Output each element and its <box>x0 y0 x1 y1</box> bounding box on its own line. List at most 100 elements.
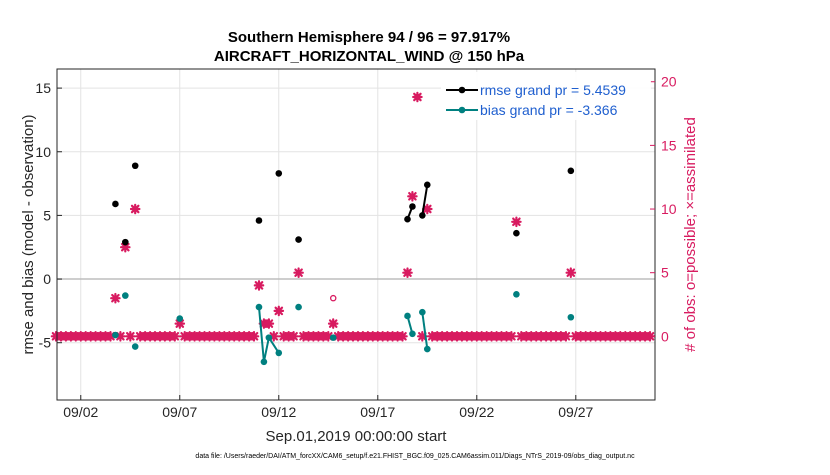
chart-title-line1: Southern Hemisphere 94 / 96 = 97.917% <box>228 29 510 46</box>
obs-assimilated-glyph-16 <box>129 203 141 215</box>
bias-point-10-0 <box>567 313 575 321</box>
rmse-point-8-0 <box>513 229 520 237</box>
obs-assimilated-marker-24 <box>169 330 181 342</box>
obs-assimilated-marker-70 <box>397 330 408 342</box>
bias-point-4-2 <box>265 334 273 341</box>
obs-assimilated-glyph-25 <box>174 318 186 329</box>
obs-assimilated-glyph-72 <box>407 191 418 202</box>
plot-area <box>57 69 655 400</box>
data-file-footnote: data file: /Users/raeder/DAI/ATM_forcXX/… <box>195 453 635 460</box>
legend-label-1: bias grand pr = -3.366 <box>480 102 618 118</box>
obs-assimilated-glyph-41 <box>253 280 265 291</box>
obs-assimilated-glyph-104 <box>565 267 577 279</box>
obs-assimilated-marker-45 <box>273 305 285 317</box>
obs-assimilated-marker-14 <box>120 241 131 253</box>
obs-possible-marker-2 <box>414 93 421 101</box>
obs-assimilated-marker-11 <box>105 330 116 342</box>
obs-assimilated-glyph-74 <box>416 330 428 342</box>
bias-point-7-0 <box>404 312 411 320</box>
rmse-point-7-0 <box>419 212 426 219</box>
y-tick-label-0: 15 <box>35 80 51 96</box>
rmse-point-5-0 <box>295 236 302 243</box>
obs-assimilated-glyph-13 <box>115 330 126 342</box>
obs-assimilated-marker-15 <box>125 330 136 342</box>
rmse-point-7-1 <box>423 181 431 189</box>
legend-marker-0 <box>458 86 466 94</box>
obs-assimilated-marker-48 <box>288 330 299 342</box>
obs-possible-markers <box>329 93 421 302</box>
chart-title-line2: AIRCRAFT_HORIZONTAL_WIND @ 150 hPa <box>214 48 525 65</box>
rmse-point-3-0 <box>255 217 263 224</box>
y-tick-label-3: 0 <box>43 271 51 287</box>
y2-axis-label: # of obs: o=possible; ×=assimilated <box>682 117 699 352</box>
obs-assimilated-glyph-12 <box>110 292 121 304</box>
obs-assimilated-marker-103 <box>560 330 572 342</box>
obs-possible-marker-0 <box>329 294 337 302</box>
rmse-point-0-0 <box>112 200 119 208</box>
legend: rmse grand pr = 5.4539 bias grand pr = -3… <box>441 72 651 120</box>
obs-assimilated-glyph-71 <box>402 267 413 279</box>
obs-assimilated-marker-55 <box>322 330 334 342</box>
series-layer <box>112 162 575 366</box>
bias-line-8 <box>421 312 429 350</box>
obs-assimilated-glyph-45 <box>273 305 285 317</box>
obs-possible-marker-1 <box>404 269 411 276</box>
legend-marker-1 <box>458 106 466 114</box>
obs-assimilated-marker-92 <box>506 330 517 342</box>
x-tick-label-4: 09/22 <box>459 404 494 420</box>
rmse-point-2-0 <box>131 162 139 170</box>
bias-point-4-0 <box>255 303 263 311</box>
obs-assimilated-glyph-11 <box>105 330 116 342</box>
x-tick-label-0: 09/02 <box>63 404 98 420</box>
obs-assimilated-marker-25 <box>174 318 186 329</box>
obs-assimilated-marker-75 <box>421 203 433 215</box>
rmse-point-1-0 <box>122 238 129 246</box>
bias-point-8-0 <box>419 308 426 316</box>
x-tick-label-3: 09/17 <box>360 404 395 420</box>
obs-assimilated-glyph-44 <box>268 330 280 342</box>
obs-assimilated-marker-12 <box>110 292 121 304</box>
plot-frame <box>56 68 656 401</box>
x-tick-label-2: 09/12 <box>261 404 296 420</box>
y2-tick-label-0: 20 <box>661 74 677 90</box>
obs-assimilated-marker-93 <box>511 216 522 228</box>
y-axis-label: rmse and bias (model - observation) <box>20 114 37 354</box>
y2-tick-label-3: 5 <box>661 265 669 281</box>
obs-assimilated-marker-43 <box>263 318 275 329</box>
obs-assimilated-glyph-93 <box>511 216 522 228</box>
y-tick-label-1: 10 <box>35 144 51 160</box>
obs-assimilated-glyph-49 <box>293 267 304 279</box>
y-tick-label-2: 5 <box>43 207 51 223</box>
obs-assimilated-glyph-43 <box>263 318 275 329</box>
legend-label-0: rmse grand pr = 5.4539 <box>480 82 626 98</box>
left-axis-ticks: 15 10 5 0 -5 <box>35 80 62 351</box>
obs-assimilated-glyph-70 <box>397 330 408 342</box>
legend-box <box>441 72 651 120</box>
y2-tick-label-4: 0 <box>661 328 669 344</box>
obs-assimilated-glyph-48 <box>288 330 299 342</box>
obs-assimilated-marker-71 <box>402 267 413 279</box>
obs-assimilated-markers <box>50 91 656 342</box>
obs-assimilated-marker-13 <box>115 330 126 342</box>
rmse-point-4-0 <box>275 170 283 177</box>
obs-assimilated-glyph-56 <box>327 318 339 329</box>
obs-assimilated-glyph-15 <box>125 330 136 342</box>
bias-point-1-0 <box>122 292 129 299</box>
obs-assimilated-glyph-92 <box>506 330 517 342</box>
bias-point-2-0 <box>131 343 139 350</box>
bias-point-8-1 <box>423 345 431 353</box>
bias-point-4-3 <box>275 349 283 357</box>
y-tick-label-4: -5 <box>39 335 52 351</box>
obs-assimilated-glyph-40 <box>248 330 260 342</box>
y2-tick-label-2: 10 <box>661 201 677 217</box>
obs-assimilated-glyph-14 <box>120 241 131 253</box>
bias-point-4-1 <box>260 358 268 366</box>
obs-assimilated-marker-104 <box>565 267 577 279</box>
x-tick-label-5: 09/27 <box>558 404 593 420</box>
obs-assimilated-marker-74 <box>416 330 428 342</box>
obs-assimilated-glyph-103 <box>560 330 572 342</box>
rmse-point-6-0 <box>404 215 411 223</box>
obs-assimilated-marker-73 <box>412 91 423 103</box>
y2-tick-label-1: 15 <box>661 137 677 153</box>
